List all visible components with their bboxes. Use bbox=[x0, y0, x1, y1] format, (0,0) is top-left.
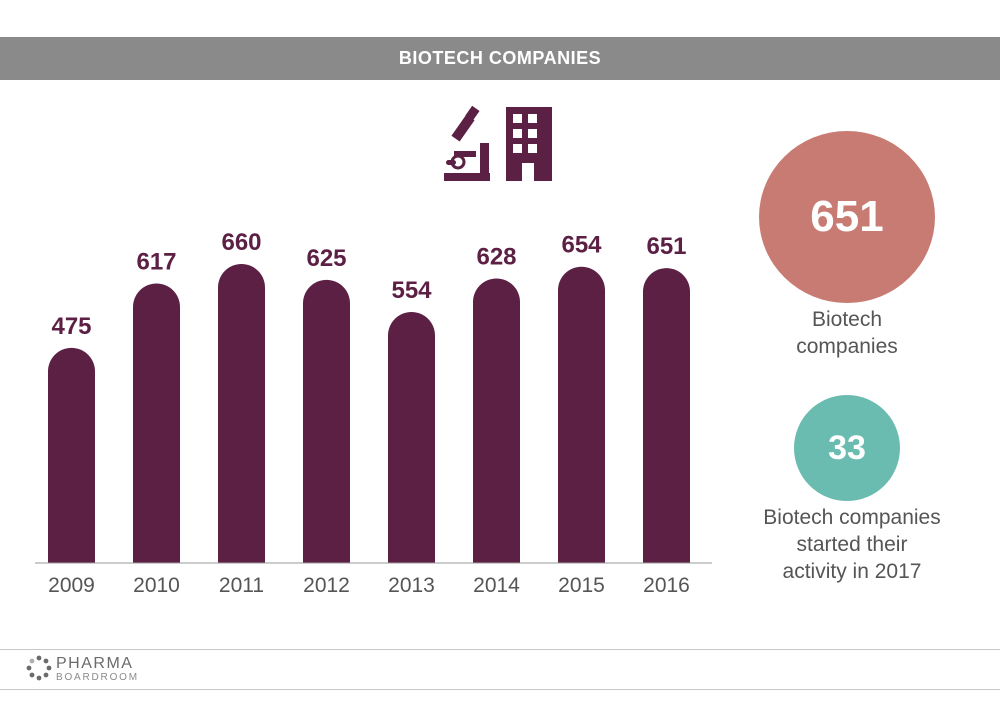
caption-line: activity in 2017 bbox=[782, 560, 922, 583]
stat-circle-total: 651 bbox=[759, 131, 935, 303]
stat-caption-new: Biotech companies started their activity… bbox=[732, 504, 972, 585]
bar-2015 bbox=[558, 266, 605, 563]
pharma-boardroom-logo: PHARMA BOARDROOM bbox=[26, 655, 186, 685]
stat-value-new: 33 bbox=[828, 428, 866, 467]
data-label-2013: 554 bbox=[391, 277, 432, 304]
footer-divider-bottom bbox=[0, 689, 1000, 690]
data-label-2010: 617 bbox=[136, 248, 176, 275]
data-label-2012: 625 bbox=[306, 245, 346, 272]
x-tick-label-2016: 2016 bbox=[643, 574, 690, 597]
x-tick-label-2012: 2012 bbox=[303, 574, 350, 597]
stat-caption-total: Biotech companies bbox=[747, 306, 947, 360]
x-tick-label-2013: 2013 bbox=[388, 574, 435, 597]
bar-2011 bbox=[218, 264, 265, 563]
logo-mark-icon bbox=[26, 655, 52, 681]
title-banner: BIOTECH COMPANIES bbox=[0, 37, 1000, 80]
stat-value-total: 651 bbox=[810, 192, 884, 241]
bar-2009 bbox=[48, 347, 95, 563]
x-tick-label-2009: 2009 bbox=[48, 574, 95, 597]
x-tick-label-2015: 2015 bbox=[558, 574, 605, 597]
data-label-2014: 628 bbox=[476, 243, 516, 270]
building-icon bbox=[506, 107, 552, 181]
page-title: BIOTECH COMPANIES bbox=[398, 48, 602, 68]
x-tick-label-2010: 2010 bbox=[133, 574, 180, 597]
bar-2016 bbox=[643, 268, 690, 563]
bar-2012 bbox=[303, 279, 350, 563]
x-tick-label-2014: 2014 bbox=[473, 574, 520, 597]
caption-line: started their bbox=[796, 533, 908, 556]
caption-line: Biotech bbox=[811, 308, 883, 331]
x-tick-label-2011: 2011 bbox=[219, 574, 264, 597]
logo-text-secondary: BOARDROOM bbox=[56, 672, 139, 683]
data-label-2011: 660 bbox=[221, 229, 261, 256]
data-label-2016: 651 bbox=[646, 233, 686, 260]
bar-2010 bbox=[133, 283, 180, 563]
bar-2014 bbox=[473, 278, 520, 563]
footer-divider-top bbox=[0, 649, 1000, 650]
data-label-2015: 654 bbox=[561, 232, 602, 259]
logo-text-primary: PHARMA bbox=[56, 655, 134, 672]
data-label-2009: 475 bbox=[51, 313, 91, 340]
header-icons bbox=[444, 105, 552, 181]
bar-2013 bbox=[388, 312, 435, 563]
caption-line: companies bbox=[796, 335, 898, 358]
stat-circle-new: 33 bbox=[794, 395, 900, 501]
microscope-icon bbox=[444, 105, 490, 181]
caption-line: Biotech companies bbox=[763, 506, 941, 529]
